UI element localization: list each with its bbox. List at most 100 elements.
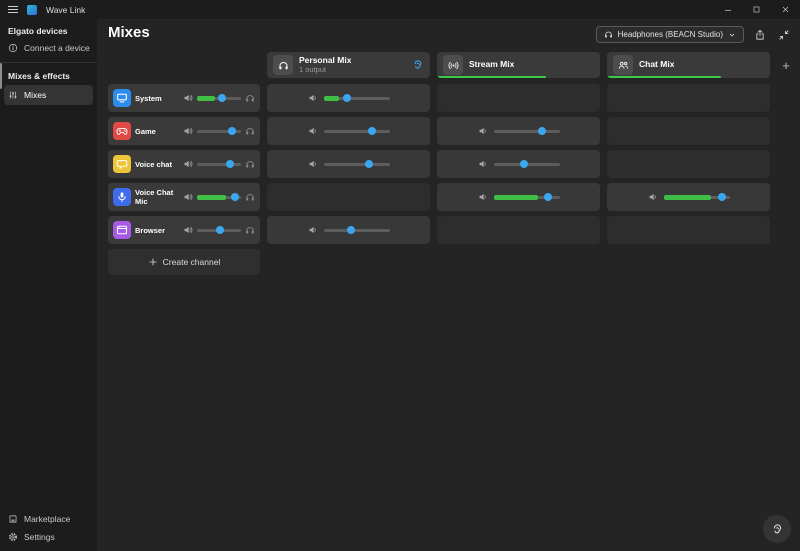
sidebar-scrollbar[interactable] [0,63,2,89]
slider-thumb[interactable] [215,226,224,234]
menu-icon[interactable] [8,6,18,13]
speaker-icon[interactable] [183,159,193,169]
headphones-monitor-icon[interactable] [245,192,255,202]
display-icon [113,89,131,107]
minimize-icon[interactable] [713,0,742,19]
mix-cell-personal[interactable] [267,150,430,178]
mix-header-chat[interactable]: Chat Mix [607,52,770,78]
monitor-audio-button[interactable] [763,515,791,543]
sidebar-item-label: Mixes [24,90,47,100]
headphones-monitor-icon[interactable] [245,159,255,169]
speaker-icon[interactable] [183,126,193,136]
sidebar-item-settings[interactable]: Settings [0,528,97,546]
speaker-icon[interactable] [183,192,193,202]
speaker-icon[interactable] [308,126,318,136]
slider-thumb[interactable] [218,94,227,102]
collapse-icon[interactable] [775,26,792,43]
speaker-icon[interactable] [183,93,193,103]
sidebar-item-marketplace[interactable]: Marketplace [0,510,97,528]
volume-slider[interactable] [197,126,241,136]
sidebar-item-mixes[interactable]: Mixes [4,85,93,105]
sidebar: Elgato devices Connect a device Mixes & … [0,19,97,551]
wave-link-app-icon [27,4,37,15]
speaker-icon[interactable] [648,192,658,202]
speaker-icon[interactable] [478,159,488,169]
headphones-icon [604,30,613,39]
headphones-icon [273,55,293,75]
output-device-label: Headphones (BEACN Studio) [617,30,723,39]
mix-cell-stream[interactable] [437,84,600,112]
mix-cell-personal[interactable] [267,84,430,112]
volume-slider[interactable] [197,159,241,169]
add-mix-button[interactable]: + [782,57,790,73]
page-title: Mixes [108,24,150,41]
mix-cell-chat[interactable] [607,150,770,178]
mix-cell-chat[interactable] [607,84,770,112]
sidebar-item-label: Connect a device [24,43,90,53]
volume-slider[interactable] [197,93,241,103]
headphones-monitor-icon[interactable] [245,126,255,136]
speaker-icon[interactable] [478,192,488,202]
speaker-icon[interactable] [183,225,193,235]
ear-monitor-icon[interactable] [412,59,424,71]
slider-thumb[interactable] [226,160,235,168]
mix-cell-personal[interactable] [267,117,430,145]
channel-column-spacer [108,52,260,78]
mix-level-meter [607,76,722,78]
sidebar-divider [0,62,97,63]
mix-header-personal[interactable]: Personal Mix 1 output [267,52,430,78]
close-icon[interactable] [771,0,800,19]
mix-title: Stream Mix [469,60,515,70]
sidebar-item-connect-device[interactable]: Connect a device [0,39,97,57]
speaker-icon[interactable] [308,159,318,169]
mix-cell-stream[interactable] [437,150,600,178]
speaker-icon[interactable] [308,93,318,103]
mix-cell-stream[interactable] [437,216,600,244]
storefront-icon [8,514,18,524]
volume-slider[interactable] [323,93,390,103]
mix-cell-personal[interactable] [267,183,430,211]
volume-slider[interactable] [197,225,241,235]
channel-strip-system: System [108,84,260,112]
create-channel-button[interactable]: Create channel [108,249,260,275]
slider-meter [323,96,339,101]
window-title: Wave Link [46,4,86,15]
channel-name: Voice Chat Mic (BEAC... [135,188,174,206]
maximize-icon[interactable] [742,0,771,19]
mix-cell-personal[interactable] [267,216,430,244]
share-icon[interactable] [751,26,768,43]
mix-title: Chat Mix [639,60,675,70]
main-content: Mixes Headphones (BEACN Studio) [97,19,800,551]
channel-name: Browser [135,225,166,235]
broadcast-icon [443,55,463,75]
mix-cell-chat[interactable] [607,183,770,211]
info-icon [8,43,18,53]
mix-cell-chat[interactable] [607,117,770,145]
mix-subtitle: 1 output [299,64,327,74]
slider-thumb[interactable] [230,193,239,201]
mix-cell-stream[interactable] [437,117,600,145]
sidebar-item-label: Settings [24,532,55,542]
channel-strip-browser: Browser [108,216,260,244]
slider-thumb[interactable] [228,127,237,135]
mix-cell-chat[interactable] [607,216,770,244]
output-device-dropdown[interactable]: Headphones (BEACN Studio) [595,26,744,43]
gamepad-icon [113,122,131,140]
mix-level-meter [437,76,547,78]
speaker-icon[interactable] [308,225,318,235]
speaker-icon[interactable] [478,126,488,136]
slider-meter [197,96,216,101]
channel-strip-voice-chat: Voice chat [108,150,260,178]
plus-icon [148,257,158,267]
mix-cell-stream[interactable] [437,183,600,211]
chat-bubble-icon [113,155,131,173]
headphones-monitor-icon[interactable] [245,93,255,103]
slider-thumb[interactable] [343,94,352,102]
channel-name: System [135,93,162,103]
mix-header-stream[interactable]: Stream Mix [437,52,600,78]
mix-title: Personal Mix [299,55,352,65]
headphones-monitor-icon[interactable] [245,225,255,235]
slider-meter [197,195,227,200]
gear-icon [8,532,18,542]
volume-slider[interactable] [197,192,241,202]
